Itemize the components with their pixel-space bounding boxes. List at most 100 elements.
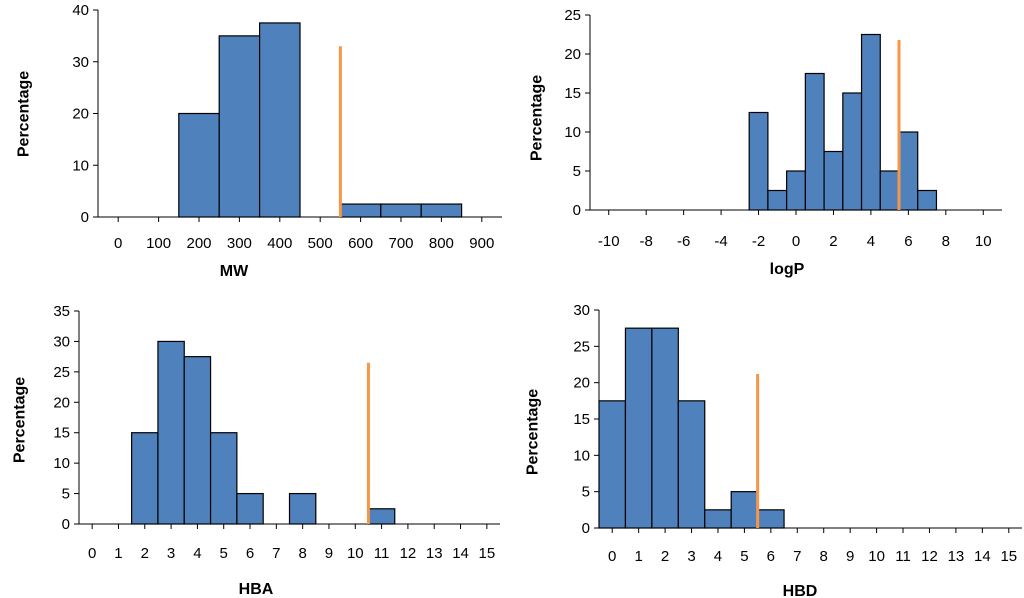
hba-x-tick-label: 14 — [452, 545, 469, 562]
hba-x-tick-label: 8 — [298, 545, 306, 562]
logp-bar — [898, 131, 919, 211]
logp-bar — [767, 189, 788, 211]
hba-x-tick-label: 15 — [479, 545, 496, 562]
mw-y-axis-title: Percentage — [16, 71, 33, 157]
mw-y-tick-label: 0 — [81, 209, 89, 226]
hbd-y-tick-label: 5 — [582, 484, 590, 501]
mw-bar — [420, 203, 463, 218]
logp-x-tick-label: 8 — [942, 233, 950, 250]
hbd-x-tick-label: 11 — [895, 548, 911, 565]
hba-x-tick-label: 1 — [114, 545, 122, 562]
hbd-x-tick-label: 5 — [740, 548, 748, 565]
logp-x-tick-label: -10 — [598, 233, 620, 250]
hbd-bar — [757, 509, 785, 529]
mw-x-tick-label: 700 — [388, 235, 413, 252]
logp-x-tick-label: 4 — [867, 233, 875, 250]
hba-bar — [183, 356, 212, 525]
mw-x-tick-label: 200 — [186, 235, 211, 252]
hba-bar — [288, 492, 317, 525]
mw-x-tick-label: 0 — [114, 235, 122, 252]
hbd-y-tick-label: 20 — [573, 375, 590, 392]
mw-x-tick-label: 900 — [469, 235, 494, 252]
hbd-x-tick-label: 4 — [714, 548, 722, 565]
hba-bar — [209, 432, 238, 525]
hbd-y-tick-label: 30 — [573, 302, 590, 319]
hbd-x-tick-label: 3 — [687, 548, 695, 565]
mw-y-tick-label: 20 — [72, 106, 89, 123]
logp-y-tick-label: 15 — [564, 85, 581, 102]
mw-x-tick-label: 400 — [267, 235, 292, 252]
mw-x-tick-label: 600 — [348, 235, 373, 252]
hba-x-tick-label: 4 — [193, 545, 201, 562]
mw-bar — [218, 35, 261, 218]
hba-bar — [236, 492, 264, 525]
logp-y-tick-label: 25 — [564, 7, 581, 24]
logp-x-tick-label: 0 — [792, 233, 800, 250]
mw-x-tick-label: 100 — [146, 235, 171, 252]
mw-bar — [178, 112, 220, 218]
mw-x-tick-label: 500 — [308, 235, 333, 252]
mw-y-tick-label: 40 — [72, 2, 89, 19]
hbd-y-tick-label: 10 — [573, 447, 590, 464]
mw-x-axis-title: MW — [220, 263, 249, 280]
hbd-y-tick-label: 25 — [573, 338, 590, 355]
hbd-x-tick-label: 0 — [608, 548, 616, 565]
hba-y-tick-label: 10 — [53, 455, 70, 472]
hba-x-tick-label: 2 — [141, 545, 149, 562]
hba-x-tick-label: 0 — [88, 545, 96, 562]
logp-bar — [786, 170, 806, 211]
hbd-x-axis-title: HBD — [783, 583, 818, 598]
hbd-x-tick-label: 1 — [634, 548, 642, 565]
logp-x-tick-label: -6 — [677, 233, 690, 250]
mw-x-tick-label: 800 — [429, 235, 454, 252]
hbd-x-tick-label: 15 — [1000, 548, 1017, 565]
hbd-y-tick-label: 15 — [573, 411, 590, 428]
logp-x-tick-label: 10 — [975, 233, 992, 250]
logp-bar — [842, 92, 863, 211]
hba-bar — [131, 432, 159, 525]
hbd-x-tick-label: 14 — [974, 548, 991, 565]
hbd-x-tick-label: 12 — [921, 548, 938, 565]
hba-x-tick-label: 5 — [220, 545, 228, 562]
hba-y-axis-title: Percentage — [12, 377, 29, 463]
hbd-y-axis-title: Percentage — [525, 389, 542, 475]
mw-bar — [380, 203, 422, 218]
logp-bar — [748, 111, 769, 211]
logp-x-tick-label: 6 — [904, 233, 912, 250]
logp-bar — [823, 150, 844, 211]
hba-x-tick-label: 13 — [426, 545, 443, 562]
hbd-x-tick-label: 8 — [820, 548, 828, 565]
hbd-x-tick-label: 13 — [948, 548, 965, 565]
hba-y-tick-label: 35 — [53, 303, 70, 320]
mw-y-tick-label: 30 — [72, 54, 89, 71]
mw-bar — [339, 203, 382, 218]
hbd-y-tick-label: 0 — [582, 520, 590, 537]
hbd-bar — [598, 400, 627, 529]
hba-x-tick-label: 9 — [325, 545, 333, 562]
hba-x-tick-label: 10 — [347, 545, 364, 562]
mw-x-tick-label: 300 — [227, 235, 252, 252]
logp-y-axis-title: Percentage — [529, 75, 546, 161]
logp-bar — [917, 189, 938, 211]
logp-x-tick-label: 2 — [829, 233, 837, 250]
hba-x-tick-label: 7 — [272, 545, 280, 562]
logp-y-tick-label: 0 — [573, 202, 581, 219]
hba-y-tick-label: 20 — [53, 394, 70, 411]
panel-logp: 0 5 10 15 20 25 -10 -8 -6 -4 -2 0 2 4 6 8 10 logP Percenta… — [529, 7, 1002, 278]
logp-x-axis-title: logP — [770, 261, 805, 278]
hba-y-tick-label: 15 — [53, 425, 70, 442]
hba-y-tick-label: 25 — [53, 364, 70, 381]
hba-x-tick-label: 3 — [167, 545, 175, 562]
hbd-x-tick-label: 7 — [793, 548, 801, 565]
logp-x-tick-label: -2 — [752, 233, 765, 250]
hba-y-tick-label: 0 — [62, 516, 70, 533]
hbd-bar — [677, 400, 706, 529]
hbd-x-tick-label: 10 — [868, 548, 885, 565]
hbd-x-tick-label: 2 — [661, 548, 669, 565]
hba-y-tick-label: 5 — [62, 486, 70, 503]
hba-x-tick-label: 12 — [400, 545, 417, 562]
hba-x-tick-label: 6 — [246, 545, 254, 562]
